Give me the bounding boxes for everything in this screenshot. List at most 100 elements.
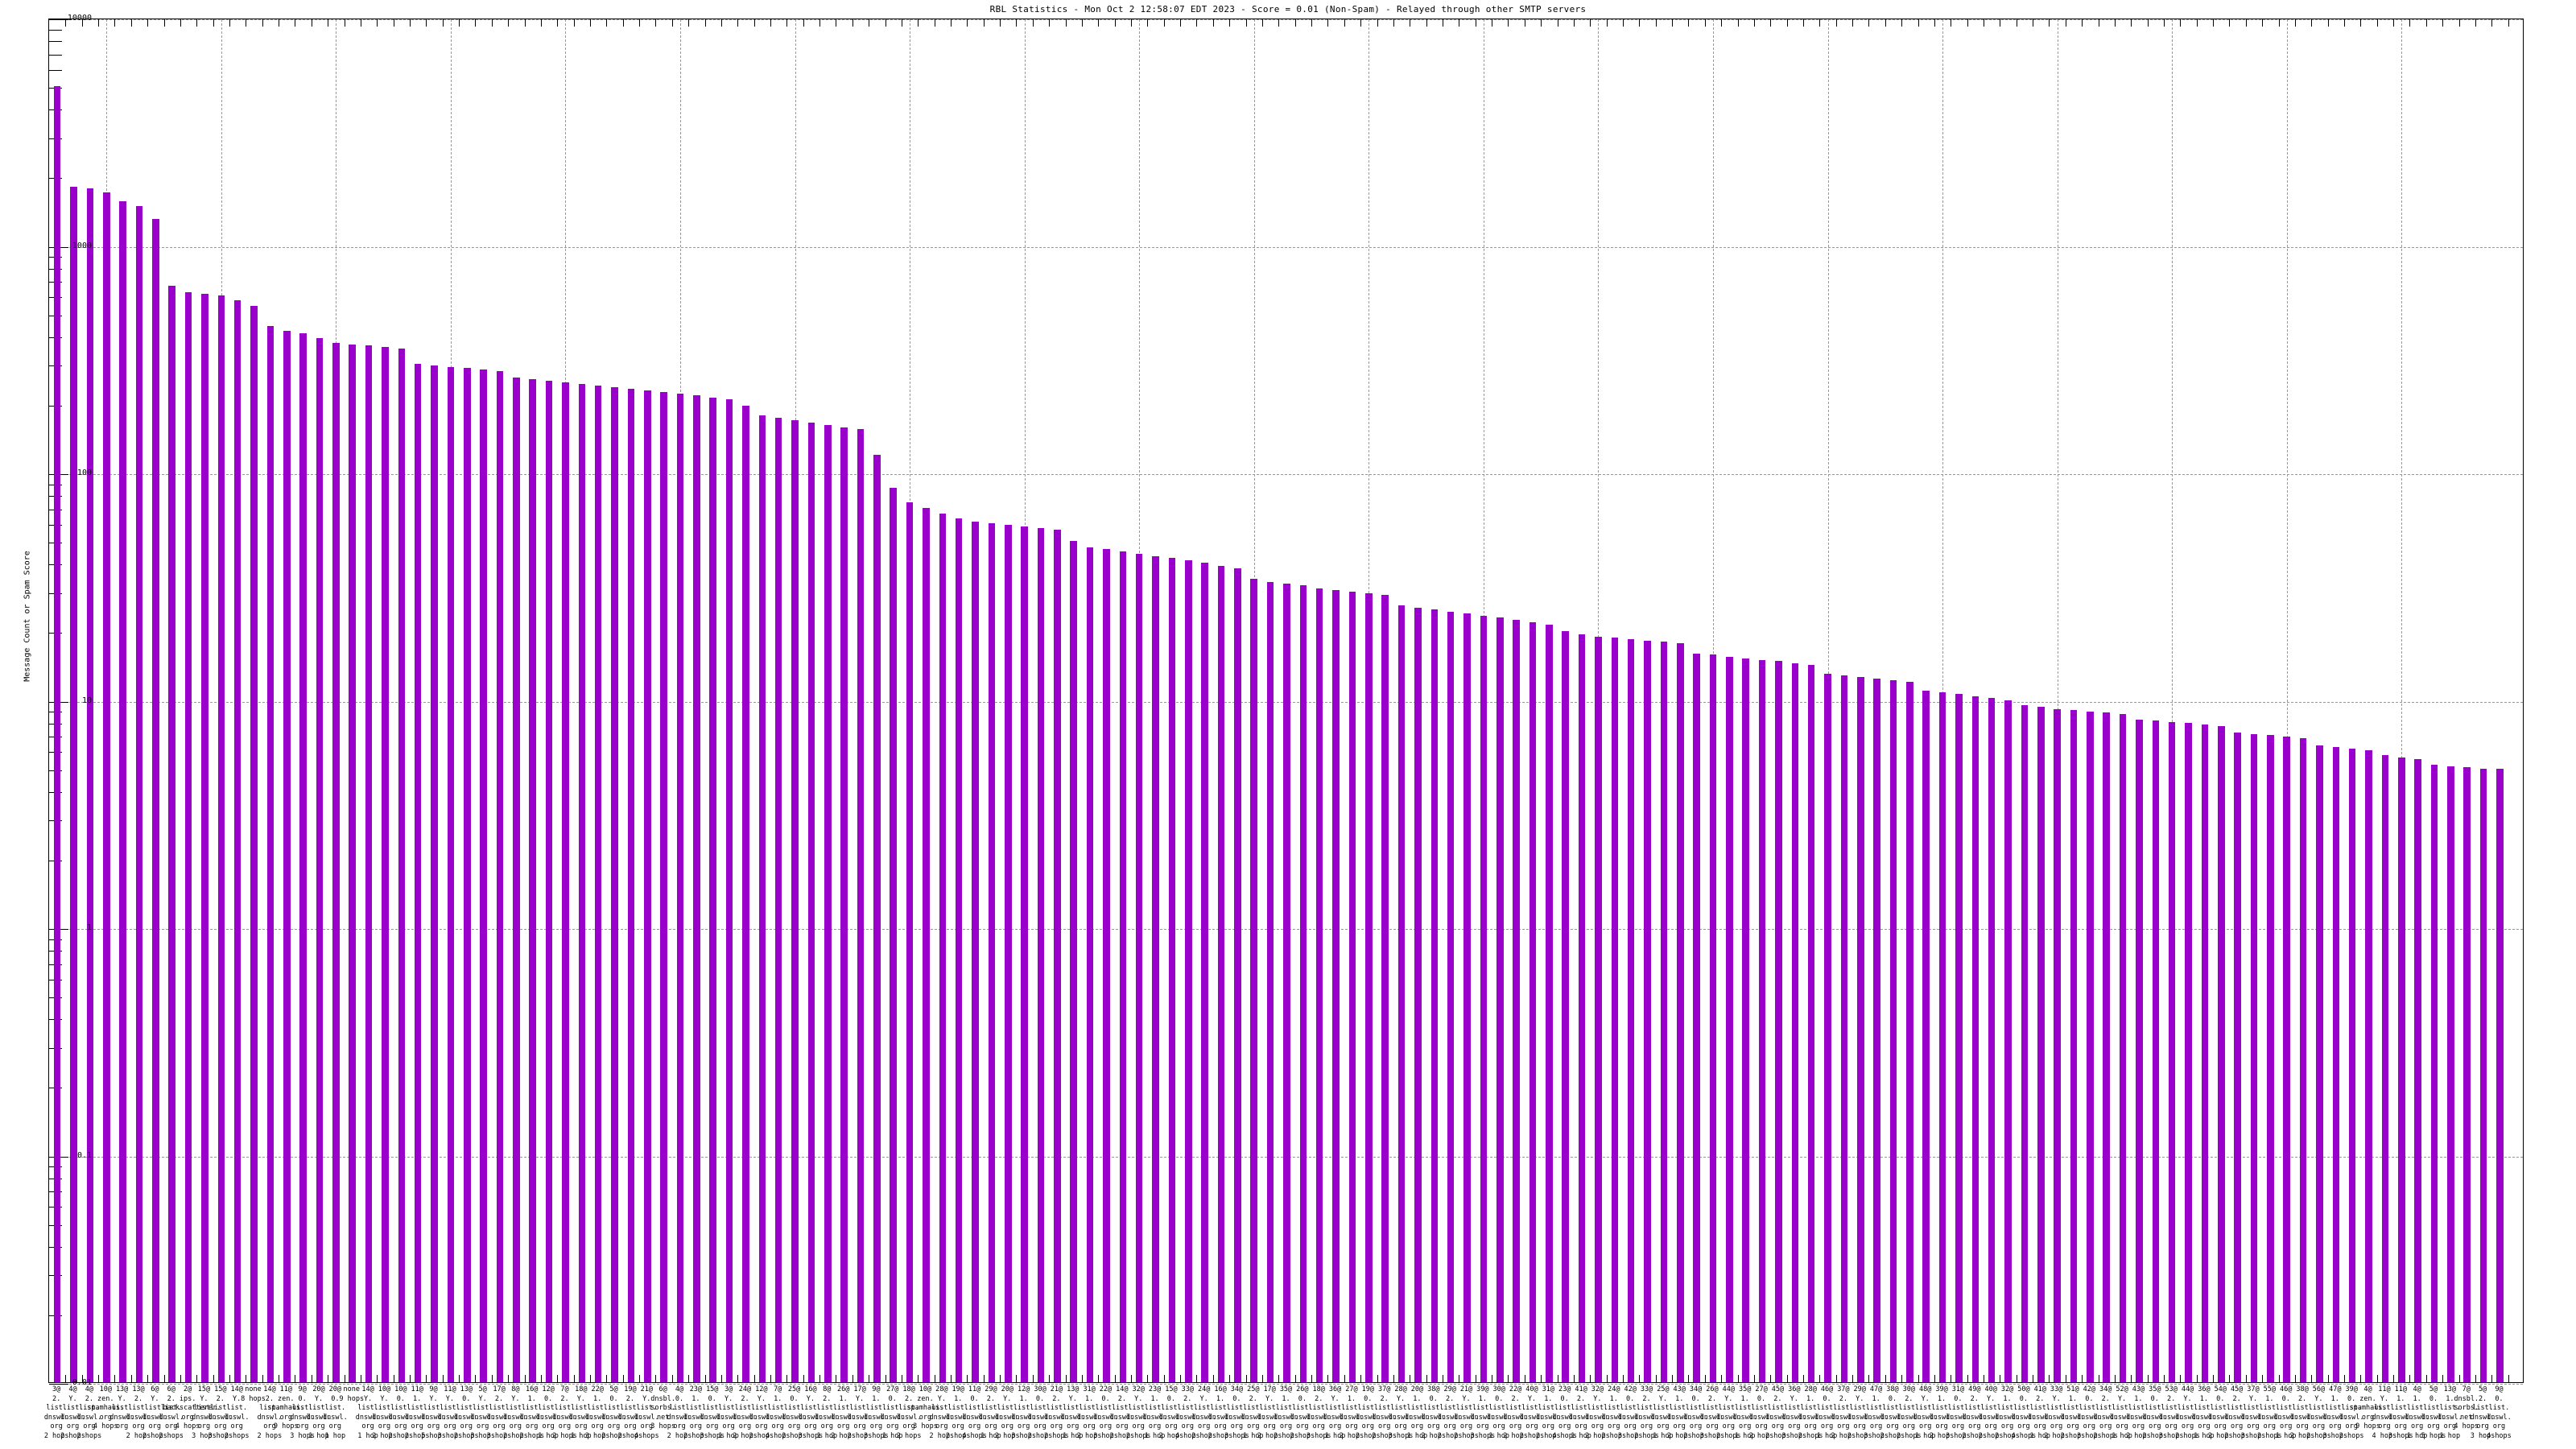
x-axis-tick-label: 17@ Y. list. dnswl. org 2 hops bbox=[1257, 1385, 1282, 1440]
bar bbox=[1922, 690, 1930, 1382]
x-axis-tick-top bbox=[590, 19, 592, 27]
x-axis-tick bbox=[1934, 1375, 1935, 1382]
bar bbox=[2168, 721, 2176, 1382]
x-axis-tick-top bbox=[1049, 19, 1051, 27]
x-axis-tick-top bbox=[557, 19, 559, 27]
bar bbox=[1381, 594, 1389, 1382]
bar bbox=[1365, 592, 1373, 1382]
x-axis-tick-label: 18@ 2. list. dnswl. org 2 hops bbox=[896, 1385, 922, 1440]
bar bbox=[2037, 707, 2045, 1382]
bar bbox=[594, 385, 602, 1382]
bar bbox=[1315, 588, 1323, 1382]
x-axis-tick bbox=[1508, 1375, 1509, 1382]
x-axis-tick bbox=[491, 1375, 493, 1382]
x-axis-tick-label: 6@ 2. list. dnswl. org 2 hops bbox=[159, 1385, 184, 1440]
y-axis-tick-label: 100 bbox=[76, 469, 92, 477]
bar bbox=[382, 346, 389, 1382]
x-axis-tick-top bbox=[786, 19, 788, 27]
x-axis-tick bbox=[2376, 1375, 2378, 1382]
x-axis-tick-top bbox=[163, 19, 165, 27]
x-axis-tick-label: 10@ zen. spamhaus. org 3 hops bbox=[906, 1385, 944, 1430]
bar bbox=[2381, 755, 2389, 1382]
x-axis-tick-top bbox=[508, 19, 510, 27]
x-axis-tick-label: 11@ Y. list. dnswl. org 3 hops bbox=[437, 1385, 463, 1440]
x-axis-tick-top bbox=[1639, 19, 1641, 27]
x-axis-tick-label: 38@ 0. list. dnswl. org 2 hops bbox=[1421, 1385, 1447, 1440]
x-axis-tick-label: 50@ 0. list. dnswl. org 4 hops bbox=[2011, 1385, 2037, 1440]
bar bbox=[1595, 636, 1602, 1382]
x-axis-tick-label: 4@ 2. list. dnswl. org 2 hops bbox=[76, 1385, 102, 1440]
y-axis-tick-label: 1 bbox=[86, 923, 92, 932]
x-axis-tick-label: 43@ 1. list. dnswl. org 2 hops bbox=[2126, 1385, 2151, 1440]
x-axis-tick-top bbox=[671, 19, 673, 27]
gridline-horizontal bbox=[49, 19, 2523, 20]
bar bbox=[152, 219, 159, 1382]
bar bbox=[1250, 579, 1258, 1382]
bar bbox=[480, 369, 487, 1382]
x-axis-tick bbox=[459, 1375, 460, 1382]
x-axis-tick-top bbox=[1655, 19, 1657, 27]
x-axis-tick bbox=[1819, 1375, 1821, 1382]
x-axis-tick-label: 15@ Y. list. dnswl. org 3 hops bbox=[192, 1385, 217, 1440]
y-axis-tick bbox=[49, 1384, 68, 1385]
x-axis-tick bbox=[1065, 1375, 1067, 1382]
bar bbox=[1873, 679, 1880, 1382]
x-axis-tick bbox=[2147, 1375, 2149, 1382]
x-axis-tick-label: 14@ 2. list. dnswl. org 2 hops bbox=[257, 1385, 283, 1440]
x-axis-tick bbox=[737, 1375, 739, 1382]
x-axis-tick-top bbox=[2360, 19, 2362, 27]
x-axis-tick bbox=[704, 1375, 706, 1382]
bar bbox=[1791, 663, 1799, 1382]
x-axis-tick-top bbox=[1868, 19, 1870, 27]
y-axis-minor-tick bbox=[49, 41, 62, 43]
bar bbox=[1726, 656, 1733, 1382]
y-axis-tick-label: 10000 bbox=[67, 14, 92, 23]
x-axis-tick-label: 10@ 0. list. dnswl. org 2 hops bbox=[388, 1385, 414, 1440]
x-axis-tick bbox=[573, 1375, 575, 1382]
bar bbox=[184, 292, 192, 1382]
bar bbox=[266, 326, 275, 1382]
x-axis-tick bbox=[180, 1375, 181, 1382]
x-axis-tick-top bbox=[2508, 19, 2509, 27]
x-axis-tick bbox=[1770, 1375, 1772, 1382]
bar bbox=[1054, 530, 1061, 1382]
x-axis-tick-label: 32@ Y. list. dnswl. org 2 hops bbox=[1585, 1385, 1610, 1440]
x-axis-tick bbox=[720, 1375, 722, 1382]
bar bbox=[1709, 654, 1717, 1382]
x-axis-tick-label: 30@ 2. list. dnswl. org 2 hops bbox=[1896, 1385, 1922, 1440]
x-axis-tick bbox=[967, 1375, 968, 1382]
x-axis-tick-label: 9@ Y. list. dnswl. org 5 hops bbox=[421, 1385, 446, 1440]
x-axis-tick bbox=[442, 1375, 444, 1382]
x-axis-tick-label: 25@ Y. list. dnswl. org 1 hop bbox=[1650, 1385, 1676, 1440]
bar bbox=[2496, 768, 2504, 1382]
x-axis-tick bbox=[1802, 1375, 1804, 1382]
gridline-vertical bbox=[2401, 19, 2403, 1382]
x-axis-tick-label: 9@ 0. list. dnswl. org 4 hops bbox=[2487, 1385, 2512, 1440]
bar bbox=[693, 395, 700, 1382]
x-axis-tick bbox=[1721, 1375, 1723, 1382]
x-axis-tick-label: 38@ 0. list. dnswl. org 2 hops bbox=[1880, 1385, 1905, 1440]
x-axis-tick bbox=[655, 1375, 657, 1382]
x-axis-tick-top bbox=[1721, 19, 1723, 27]
bar bbox=[955, 518, 963, 1382]
bar bbox=[2103, 712, 2110, 1382]
x-axis-tick-label: 46@ 0. list. dnswl. org 1 hop bbox=[2273, 1385, 2299, 1440]
x-axis-tick-label: 4@ 0. list. dnswl. org 2 hops bbox=[667, 1385, 692, 1440]
x-axis-tick-label: 5@ 2. list. dnswl. org 3 hops bbox=[2470, 1385, 2496, 1440]
x-axis-tick-label: 21@ 2. list. dnswl. org 2 hops bbox=[1044, 1385, 1069, 1440]
x-axis-tick-label: 32@ Y. list. dnswl. org 2 hops bbox=[1125, 1385, 1151, 1440]
x-axis-tick-top bbox=[1261, 19, 1263, 27]
x-axis-tick-top bbox=[2229, 19, 2231, 27]
x-axis-tick-label: 20@ 0. list. dnswl. org 1 hop bbox=[322, 1385, 348, 1440]
bar bbox=[1807, 665, 1815, 1382]
x-axis-tick-label: 36@ Y. list. dnswl. org 1 hop bbox=[1323, 1385, 1348, 1440]
x-axis-tick-label: 29@ 2. list. dnswl. org 2 hops bbox=[1437, 1385, 1463, 1440]
x-axis-tick-top bbox=[983, 19, 985, 27]
bar bbox=[233, 300, 242, 1382]
x-axis-tick-top bbox=[2376, 19, 2378, 27]
bar bbox=[1103, 549, 1110, 1382]
x-axis-tick-top bbox=[573, 19, 575, 27]
bar bbox=[1234, 568, 1241, 1382]
x-axis-tick-label: 19@ 2. list. dnswl. org 2 hops bbox=[617, 1385, 643, 1440]
x-axis-tick bbox=[852, 1375, 853, 1382]
